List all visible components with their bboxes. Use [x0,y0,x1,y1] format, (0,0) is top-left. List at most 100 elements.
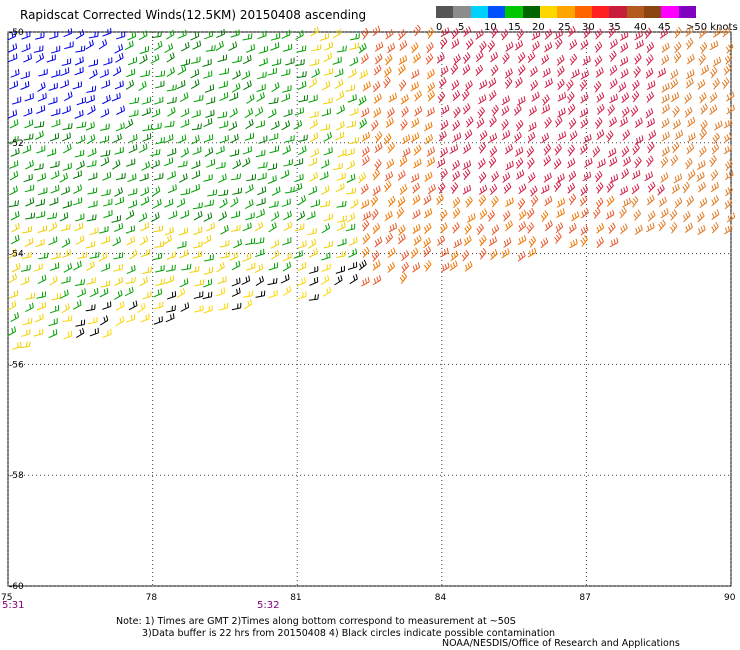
wind-barb [609,237,619,248]
wind-barb [346,173,356,183]
wind-barb [622,129,631,141]
wind-barb [543,172,552,183]
wind-barb [191,160,201,170]
wind-barb [387,261,396,273]
wind-barb [89,327,99,337]
wind-barb [283,221,293,232]
wind-barb [332,28,342,39]
wind-barb [204,254,215,262]
wind-barb [216,28,226,38]
wind-barb [103,57,113,66]
wind-barb [270,239,280,249]
wind-barb [255,275,265,286]
wind-barb [437,182,446,194]
wind-barb [372,260,381,271]
wind-barb [189,265,200,274]
wind-barb [671,183,680,194]
wind-barb [190,31,200,41]
wind-barb [321,108,331,117]
wind-barb [114,146,124,155]
wind-barb [243,299,253,310]
wind-barb [503,237,512,248]
wind-barb [307,238,317,249]
wind-barb [61,276,71,284]
wind-barb [500,28,509,41]
wind-barb [75,45,86,53]
wind-barb [396,207,405,219]
wind-barb [35,130,44,140]
wind-barb [242,222,252,232]
wind-barb [528,121,537,132]
wind-barb [21,251,32,260]
wind-barb [336,104,346,115]
wind-barb [232,187,243,195]
wind-barb [242,54,252,65]
wind-barb [478,171,487,184]
wind-barb [658,196,667,208]
wind-barb [436,193,444,205]
wind-barb [207,189,218,197]
wind-barb [333,162,343,171]
latitude-label: -58 [9,471,24,481]
wind-barb [557,107,566,118]
wind-barb [73,260,82,271]
wind-barb [490,249,498,261]
wind-barb [229,149,240,157]
wind-barb [440,27,450,37]
wind-barb [49,197,59,206]
wind-barb [476,223,484,236]
wind-barb [372,25,381,37]
wind-barb [620,223,628,235]
legend-label: 45 [658,22,671,33]
wind-barb [101,263,111,272]
wind-barb [426,107,435,117]
wind-barb [49,275,58,286]
wind-barb [180,108,190,118]
wind-barb [255,248,265,258]
wind-barb [128,133,138,143]
wind-barb [450,182,459,194]
wind-barb [531,40,540,52]
wind-barb [176,241,187,249]
wind-barb [113,133,122,143]
wind-barb [48,82,58,91]
wind-barb [246,174,257,182]
wind-barb [698,53,706,66]
wind-barb [517,235,527,246]
wind-barb [177,160,188,168]
wind-barb [345,148,355,157]
wind-barb [362,81,371,92]
wind-barb [556,208,565,219]
wind-barb [670,91,680,103]
wind-barb [270,42,280,51]
wind-barb [463,26,472,37]
wind-barb [569,130,578,142]
wind-barb [501,118,509,131]
wind-barb [504,143,513,155]
wind-barb [38,68,48,77]
legend-swatch [678,6,697,18]
wind-barb [231,260,241,271]
wind-barb [387,195,396,208]
wind-barb [709,104,718,115]
wind-barb [138,80,147,92]
wind-barb [61,249,71,259]
wind-barb [580,235,588,247]
wind-barb [478,94,487,105]
wind-barb [595,197,604,210]
wind-barb [190,68,200,79]
wind-barb [361,155,370,167]
wind-barb [25,292,36,300]
wind-barb [682,181,690,194]
wind-barb [74,110,84,119]
wind-barb [543,155,551,167]
wind-barb [579,79,588,92]
wind-barb [77,288,86,298]
wind-barb [542,67,551,78]
wind-barb [297,80,307,90]
wind-barb [412,223,421,235]
wind-barb [461,89,470,102]
wind-barb [202,291,213,300]
wind-barb [297,262,307,272]
wind-barb [452,90,461,102]
